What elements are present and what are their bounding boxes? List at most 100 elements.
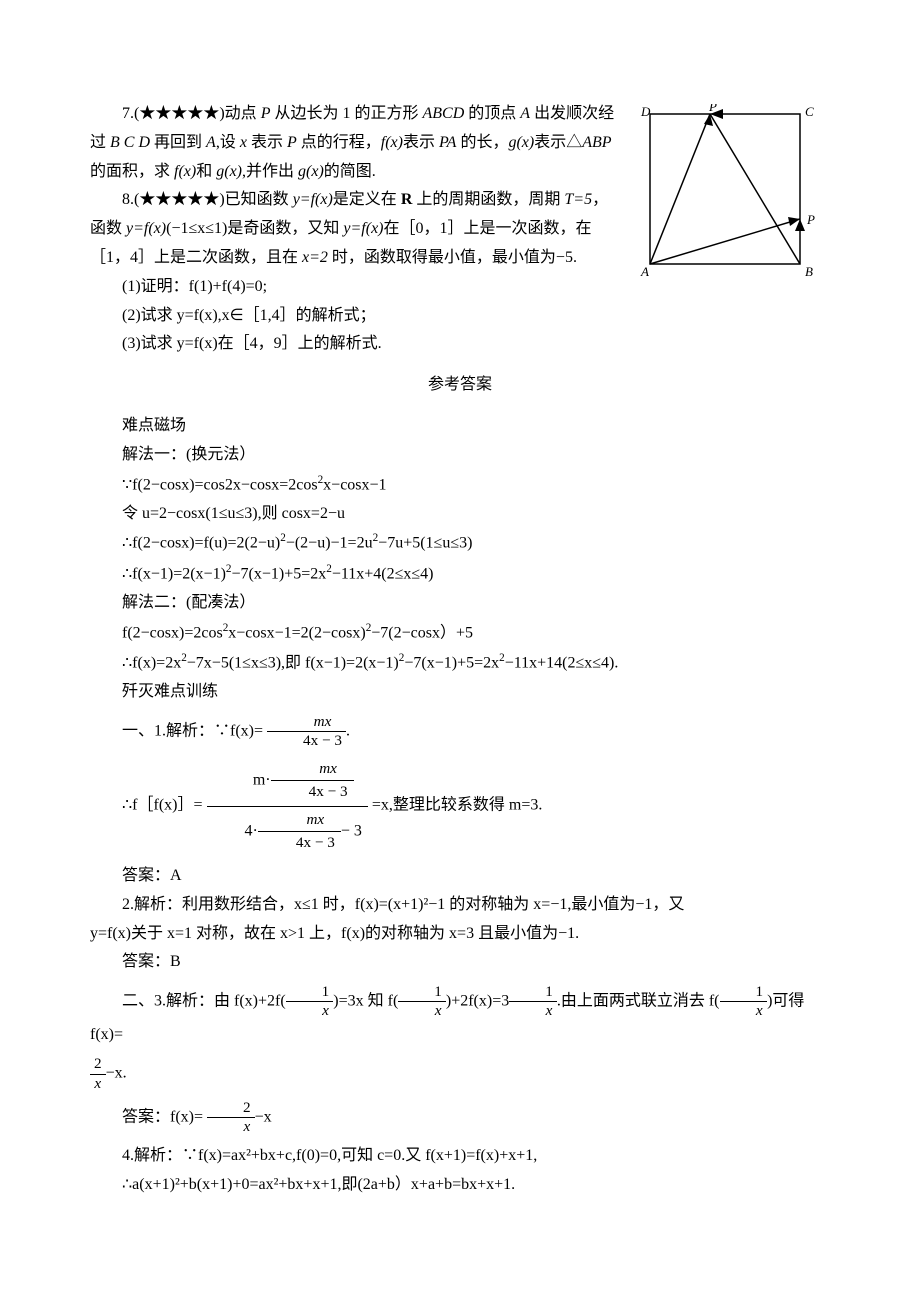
t: 是奇函数，又知 [227, 220, 339, 237]
t: 再回到 [154, 134, 202, 151]
m1-l4: ∴f(x−1)=2(x−1)2−7(x−1)+5=2x2−11x+4(2≤x≤4… [90, 559, 830, 589]
num: 1 [509, 983, 557, 1002]
v: g(x) [298, 163, 324, 180]
t: x−cosx−1=2(2−cosx) [228, 624, 365, 641]
t: ∴f(x)=2x [122, 654, 181, 671]
svg-text:P: P [708, 104, 717, 114]
ans3-row1: 二、3.解析：由 f(x)+2f(1x)=3x 知 f(1x)+2f(x)=31… [90, 983, 830, 1049]
frac-mx: mx 4x − 3 [267, 713, 346, 750]
t: −7x−5(1≤x≤3),即 f(x−1)=2(x−1) [187, 654, 399, 671]
v: ABCD [422, 105, 464, 122]
t: −x [255, 1108, 272, 1125]
num: mx [267, 713, 346, 732]
t: 从边长为 1 的正方形 [274, 105, 418, 122]
m2-l1: f(2−cosx)=2cos2x−cosx−1=2(2−cosx)2−7(2−c… [90, 618, 830, 648]
v: f(x) [174, 163, 196, 180]
t: . [346, 722, 350, 739]
v: B C D [110, 134, 150, 151]
svg-text:A: A [640, 264, 649, 279]
v: P [261, 105, 271, 122]
t: ,并作出 [242, 163, 294, 180]
ans4-l2: ∴a(x+1)²+b(x+1)+0=ax²+bx+x+1,即(2a+b）x+a+… [90, 1171, 830, 1200]
v: ABP [582, 134, 611, 151]
p7-num: 7.(★★★★★) [122, 105, 225, 122]
t: .由上面两式联立消去 f( [557, 993, 720, 1010]
ans3-row2: 2x−x. [90, 1055, 830, 1092]
v: y=f(x) [293, 191, 333, 208]
t: 的简图. [324, 163, 376, 180]
svg-text:B: B [805, 264, 813, 279]
v: A [520, 105, 530, 122]
square-diagram: A B C D P P [635, 104, 830, 290]
v: R [401, 191, 413, 208]
t: x−cosx−1 [323, 476, 386, 493]
ans4-l1: 4.解析：∵f(x)=ax²+bx+c,f(0)=0,可知 c=0.又 f(x+… [90, 1142, 830, 1171]
t: −(2−u)−1=2u [286, 535, 373, 552]
method2-title: 解法二：(配凑法） [90, 589, 830, 618]
method1-title: 解法一：(换元法） [90, 441, 830, 470]
t: −7(x−1)+5=2x [404, 654, 499, 671]
p8-q3: (3)试求 y=f(x)在［4，9］上的解析式. [90, 330, 830, 359]
num: 1 [720, 983, 768, 1002]
v: g(x) [216, 163, 242, 180]
t: −11x+14(2≤x≤4). [505, 654, 619, 671]
den: 4x − 3 [258, 832, 341, 854]
ans1-row2: ∴f［f(x)］= m·mx4x − 3 4·mx4x − 3− 3 =x,整理… [90, 756, 830, 856]
t: 4· [245, 822, 258, 839]
t: 是定义在 [333, 191, 397, 208]
t: 的面积，求 [90, 163, 170, 180]
num: 1 [286, 983, 334, 1002]
t: ∴f(2−cosx)=f(u)=2(2−u) [122, 535, 280, 552]
svg-text:C: C [805, 104, 814, 119]
t: −11x+4(2≤x≤4) [332, 565, 434, 582]
t: f(2−cosx)=2cos [122, 624, 223, 641]
t: 表示 [403, 134, 435, 151]
frac-1x: 1x [286, 983, 334, 1020]
ans1-row1: 一、1.解析：∵f(x)= mx 4x − 3 . [90, 713, 830, 750]
t: 表示 [251, 134, 283, 151]
v: g(x) [508, 134, 534, 151]
section-1: 难点磁场 [90, 412, 830, 441]
den: 4x − 3 [267, 732, 346, 750]
svg-text:P: P [806, 212, 815, 227]
den: x [90, 1075, 106, 1093]
answers-title: 参考答案 [90, 371, 830, 400]
t: m· [253, 771, 271, 788]
section-2: 歼灭难点训练 [90, 678, 830, 707]
v: (−1≤x≤1) [166, 220, 227, 237]
problem-7: 7.(★★★★★)动点 P 从边长为 1 的正方形 ABCD 的顶点 A 出发顺… [90, 100, 620, 186]
ans2-l1: 2.解析：利用数形结合，x≤1 时，f(x)=(x+1)²−1 的对称轴为 x=… [90, 891, 830, 920]
m1-l3: ∴f(2−cosx)=f(u)=2(2−u)2−(2−u)−1=2u2−7u+5… [90, 528, 830, 558]
v: x=2 [302, 249, 328, 266]
svg-text:D: D [640, 104, 651, 119]
t: )+2f(x)=3 [446, 993, 509, 1010]
den: x [720, 1002, 768, 1020]
t: −7(2−cosx）+5 [371, 624, 473, 641]
frac-2x: 2x [207, 1099, 255, 1136]
v: f(x) [381, 134, 403, 151]
t: 答案：f(x)= [122, 1108, 207, 1125]
m2-l2: ∴f(x)=2x2−7x−5(1≤x≤3),即 f(x−1)=2(x−1)2−7… [90, 648, 830, 678]
bignum: m·mx4x − 3 [207, 756, 368, 806]
den: x [509, 1002, 557, 1020]
t: 上的周期函数，周期 [416, 191, 560, 208]
num: 1 [398, 983, 446, 1002]
frac-2x: 2x [90, 1055, 106, 1092]
m1-l2: 令 u=2−cosx(1≤u≤3),则 cosx=2−u [90, 500, 830, 529]
t: 一、1.解析：∵f(x)= [122, 722, 263, 739]
v: PA [439, 134, 456, 151]
den: x [286, 1002, 334, 1020]
bigden: 4·mx4x − 3− 3 [207, 807, 368, 856]
ans2-answer: 答案：B [90, 948, 830, 977]
t: ∴f［f(x)］= [122, 797, 203, 814]
p8-q2: (2)试求 y=f(x),x∈［1,4］的解析式； [90, 302, 830, 331]
num: mx [271, 758, 354, 781]
num: mx [258, 809, 341, 832]
v: y=f(x) [343, 220, 383, 237]
inner-frac: mx4x − 3 [271, 758, 354, 803]
t: 和 [196, 163, 212, 180]
frac-1x: 1x [509, 983, 557, 1020]
t: ,设 [216, 134, 236, 151]
t: − 3 [341, 822, 362, 839]
t: )=3x 知 f( [333, 993, 398, 1010]
